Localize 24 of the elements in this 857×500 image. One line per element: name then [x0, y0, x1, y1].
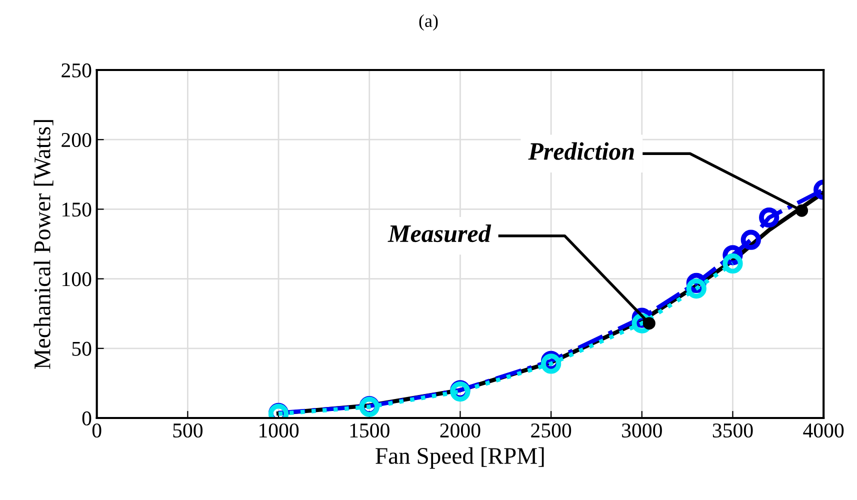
y-tick-label: 250: [62, 63, 92, 78]
x-tick-label: 3000: [622, 423, 662, 438]
x-tick-label: 500: [173, 423, 203, 438]
annotation: Prediction: [528, 142, 634, 160]
y-axis-title: Mechanical Power [Watts]: [34, 120, 54, 369]
chart-title: (a): [419, 14, 438, 31]
x-tick-label: 4000: [803, 423, 844, 438]
annotation: Measured: [388, 224, 492, 242]
y-tick-label: 150: [62, 202, 92, 217]
x-axis-title: Fan Speed [RPM]: [376, 447, 544, 469]
point: [686, 278, 706, 299]
x-tick-label: 2500: [531, 423, 572, 438]
x-tick-label: 3500: [712, 423, 753, 438]
y-tick-label: 200: [62, 132, 92, 148]
point: [759, 207, 780, 228]
x-tick-label: 0: [92, 423, 102, 438]
y-tick-label: 0: [82, 411, 92, 426]
x-tick-label: 1500: [350, 423, 390, 438]
x-tick-label: 1000: [260, 423, 299, 438]
y-tick-label: 100: [62, 272, 92, 286]
point: [722, 253, 743, 274]
point: [740, 230, 761, 250]
x-tick-label: 2000: [440, 423, 480, 438]
y-tick-label: 50: [72, 342, 92, 356]
